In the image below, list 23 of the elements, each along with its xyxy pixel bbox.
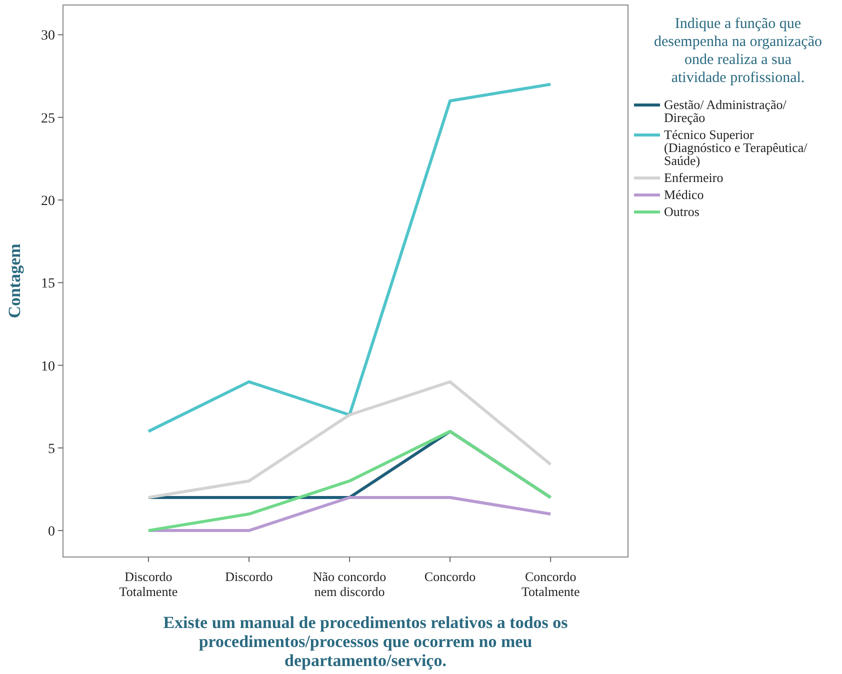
y-tick-label: 10 xyxy=(41,359,55,374)
y-tick-label: 20 xyxy=(41,194,55,210)
y-tick-label: 25 xyxy=(41,111,55,126)
x-tick-label: Concordo xyxy=(424,569,476,584)
y-tick-label: 15 xyxy=(41,276,55,292)
legend-label: Gestão/ Administração/ Direção xyxy=(664,97,787,125)
y-axis-title: Contagem xyxy=(5,244,24,318)
y-tick-label: 0 xyxy=(48,524,55,540)
legend-label: Outros xyxy=(664,204,700,219)
line-series xyxy=(146,82,552,433)
legend-label: Técnico Superior (Diagnóstico e Terapêutica/ Saúde) xyxy=(664,127,808,168)
y-tick-label: 5 xyxy=(48,442,55,457)
line-series xyxy=(146,380,552,500)
x-axis-title: Existe um manual de procedimentos relativos a todos os procedimentos/processos que ocorrem no meu departamento/serviço. xyxy=(163,613,568,670)
x-tick-label: Discordo xyxy=(225,569,273,584)
line-series xyxy=(146,430,552,532)
legend-title: Indique a função que desempenha na organização onde realiza a sua atividade profissional. xyxy=(654,16,822,86)
x-tick-label: Não concordo nem discordo xyxy=(312,569,386,599)
legend-label: Médico xyxy=(664,187,704,202)
x-tick-label: Concordo Totalmente xyxy=(521,569,580,599)
x-tick-label: Discordo Totalmente xyxy=(119,569,178,599)
y-tick-label: 30 xyxy=(41,28,55,44)
legend-label: Enfermeiro xyxy=(664,170,724,185)
